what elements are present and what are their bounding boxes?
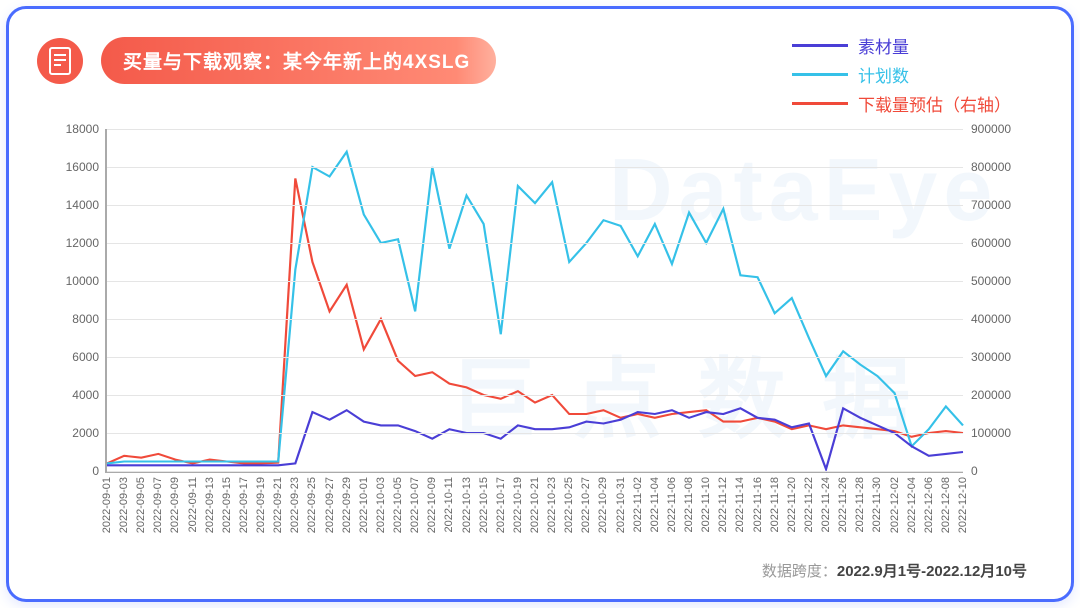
- y-left-tick: 2000: [72, 426, 107, 440]
- x-tick: 2022-11-26: [837, 471, 849, 532]
- series-line-s1: [107, 408, 963, 469]
- series-line-s3: [107, 178, 963, 463]
- x-tick: 2022-11-02: [632, 471, 644, 532]
- x-tick: 2022-09-29: [341, 471, 353, 533]
- y-right-tick: 200000: [963, 388, 1011, 402]
- x-tick: 2022-11-28: [854, 471, 866, 532]
- x-tick: 2022-10-19: [512, 471, 524, 533]
- x-tick: 2022-09-25: [306, 471, 318, 533]
- x-tick: 2022-09-03: [118, 471, 130, 533]
- series-line-s2: [107, 152, 963, 464]
- line-svg: [107, 129, 963, 471]
- x-tick: 2022-10-09: [426, 471, 438, 533]
- y-left-tick: 12000: [66, 236, 107, 250]
- legend: 素材量 计划数 下载量预估（右轴）: [792, 33, 1011, 116]
- legend-swatch: [792, 102, 848, 105]
- x-tick: 2022-11-30: [871, 471, 883, 532]
- legend-swatch: [792, 73, 848, 76]
- plot-area: 0200040006000800010000120001400016000180…: [105, 129, 963, 473]
- x-tick: 2022-10-27: [580, 471, 592, 533]
- y-left-tick: 4000: [72, 388, 107, 402]
- y-right-tick: 400000: [963, 312, 1011, 326]
- legend-item-s3: 下载量预估（右轴）: [792, 91, 1011, 116]
- document-icon: [37, 38, 83, 84]
- card-frame: DataEye 巨 点 数 据 买量与下载观察：某今年新上的4XSLG 素材量 …: [6, 6, 1074, 602]
- x-tick: 2022-11-22: [803, 471, 815, 532]
- x-tick: 2022-09-19: [255, 471, 267, 533]
- footer-note: 数据跨度：2022.9月1号-2022.12月10号: [762, 560, 1027, 581]
- x-tick: 2022-10-23: [546, 471, 558, 533]
- y-left-tick: 10000: [66, 274, 107, 288]
- footer-prefix: 数据跨度：: [762, 563, 837, 580]
- legend-swatch: [792, 44, 848, 47]
- legend-item-s1: 素材量: [792, 33, 1011, 58]
- y-right-tick: 800000: [963, 160, 1011, 174]
- x-tick: 2022-11-12: [717, 471, 729, 532]
- x-tick: 2022-09-21: [272, 471, 284, 533]
- x-tick: 2022-09-05: [135, 471, 147, 533]
- y-right-tick: 300000: [963, 350, 1011, 364]
- x-tick: 2022-12-02: [889, 471, 901, 533]
- x-tick: 2022-11-14: [734, 471, 746, 532]
- x-tick: 2022-11-10: [700, 471, 712, 532]
- x-tick: 2022-10-03: [375, 471, 387, 533]
- y-right-tick: 700000: [963, 198, 1011, 212]
- x-tick: 2022-12-06: [923, 471, 935, 533]
- x-tick: 2022-10-21: [529, 471, 541, 533]
- y-right-tick: 100000: [963, 426, 1011, 440]
- x-tick: 2022-10-15: [478, 471, 490, 533]
- x-tick: 2022-10-29: [597, 471, 609, 533]
- x-tick: 2022-09-09: [169, 471, 181, 533]
- x-tick: 2022-12-04: [906, 471, 918, 533]
- y-left-tick: 16000: [66, 160, 107, 174]
- x-tick: 2022-10-13: [461, 471, 473, 533]
- x-tick: 2022-11-18: [769, 471, 781, 532]
- x-tick: 2022-11-16: [752, 471, 764, 532]
- y-left-tick: 6000: [72, 350, 107, 364]
- title-row: 买量与下载观察：某今年新上的4XSLG: [37, 37, 496, 84]
- legend-label: 下载量预估（右轴）: [858, 91, 1011, 116]
- legend-item-s2: 计划数: [792, 62, 1011, 87]
- y-right-tick: 900000: [963, 122, 1011, 136]
- x-tick: 2022-10-07: [409, 471, 421, 533]
- x-tick: 2022-11-24: [820, 471, 832, 532]
- x-tick: 2022-09-27: [324, 471, 336, 533]
- x-tick: 2022-09-01: [101, 471, 113, 533]
- y-right-tick: 500000: [963, 274, 1011, 288]
- x-tick: 2022-09-11: [187, 471, 199, 532]
- chart-title: 买量与下载观察：某今年新上的4XSLG: [101, 37, 496, 84]
- legend-label: 素材量: [858, 33, 909, 58]
- y-left-tick: 14000: [66, 198, 107, 212]
- x-tick: 2022-10-11: [443, 471, 455, 532]
- y-left-tick: 18000: [66, 122, 107, 136]
- x-tick: 2022-09-15: [221, 471, 233, 533]
- x-tick: 2022-11-20: [786, 471, 798, 532]
- x-tick: 2022-11-08: [683, 471, 695, 532]
- x-tick: 2022-11-04: [649, 471, 661, 532]
- chart-area: 0200040006000800010000120001400016000180…: [43, 129, 1031, 533]
- x-tick: 2022-09-13: [204, 471, 216, 533]
- x-tick: 2022-10-25: [563, 471, 575, 533]
- x-tick: 2022-11-06: [666, 471, 678, 532]
- x-tick: 2022-10-05: [392, 471, 404, 533]
- x-tick: 2022-12-08: [940, 471, 952, 533]
- x-tick: 2022-09-23: [289, 471, 301, 533]
- x-tick: 2022-12-10: [957, 471, 969, 533]
- y-right-tick: 600000: [963, 236, 1011, 250]
- x-tick: 2022-10-01: [358, 471, 370, 533]
- x-tick: 2022-10-31: [615, 471, 627, 533]
- x-tick: 2022-10-17: [495, 471, 507, 533]
- x-tick: 2022-09-17: [238, 471, 250, 533]
- footer-range: 2022.9月1号-2022.12月10号: [837, 563, 1027, 580]
- y-left-tick: 8000: [72, 312, 107, 326]
- x-tick: 2022-09-07: [152, 471, 164, 533]
- legend-label: 计划数: [858, 62, 909, 87]
